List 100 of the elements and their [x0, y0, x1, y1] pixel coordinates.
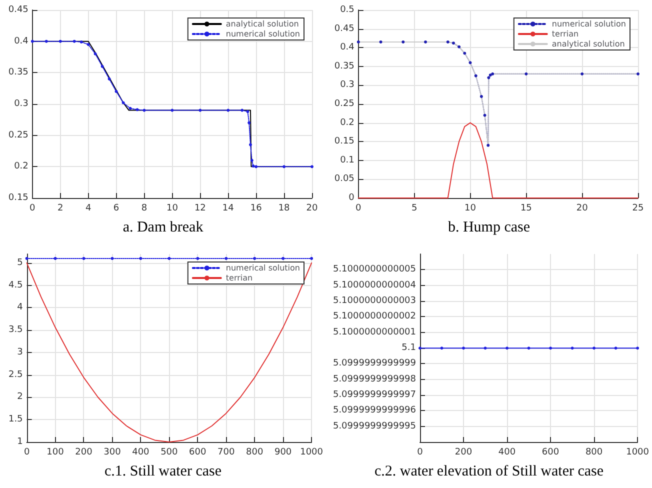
point — [487, 76, 490, 80]
point — [483, 114, 486, 117]
x-tick-label: 700 — [218, 448, 235, 458]
y-tick-label: 1 — [17, 437, 23, 447]
x-tick-label: 600 — [542, 448, 560, 458]
legend-label: analytical solution — [226, 20, 299, 28]
point — [248, 121, 251, 124]
x-tick-label: 25 — [632, 204, 644, 214]
x-tick-label: 0 — [356, 204, 362, 214]
y-tick-label: 0.15 — [334, 136, 354, 147]
y-tick-label: 0.3 — [14, 99, 28, 109]
y-tick-label: 5.0999999999998 — [332, 374, 416, 384]
point — [524, 72, 528, 76]
x-tick-label: 800 — [246, 448, 264, 458]
y-tick-label: 1.5 — [8, 414, 23, 425]
point — [488, 74, 492, 77]
y-tick-label: 4 — [17, 302, 24, 313]
point — [486, 144, 490, 147]
y-tick-label: 0.5 — [340, 5, 354, 15]
x-tick-label: 100 — [46, 448, 64, 458]
x-tick-label: 600 — [189, 448, 207, 458]
y-tick-label: 0.3 — [340, 80, 354, 90]
legend-label: numerical solution — [226, 30, 300, 38]
point — [252, 164, 255, 168]
y-tick-label: 5 — [17, 258, 23, 268]
y-tick-label: 0.2 — [14, 162, 28, 172]
x-tick-label: 1000 — [300, 448, 324, 458]
point — [240, 108, 244, 112]
legend-label: numerical solution — [552, 20, 626, 28]
y-tick-label: 5.1000000000004 — [332, 280, 416, 290]
x-tick-label: 400 — [498, 448, 516, 458]
point — [402, 40, 405, 44]
point — [136, 108, 139, 112]
legend-label: terrian — [226, 274, 253, 282]
x-tick-label: 900 — [274, 448, 292, 458]
x-tick-label: 2 — [57, 204, 64, 214]
x-tick-label: 200 — [75, 448, 93, 458]
point — [94, 52, 97, 56]
point — [142, 108, 146, 112]
legend-label: analytical solution — [552, 40, 625, 48]
point — [491, 72, 494, 76]
text: c.1. Still water case — [104, 464, 222, 480]
point — [468, 61, 472, 64]
y-tick-label: 2.5 — [8, 370, 23, 380]
y-tick-label: 3.5 — [8, 325, 23, 336]
y-tick-label: 0.35 — [334, 61, 354, 72]
legend-label: numerical solution — [226, 264, 300, 272]
x-tick-label: 14 — [222, 204, 234, 214]
y-tick-label: 5.1000000000002 — [332, 312, 416, 322]
point — [480, 94, 483, 98]
y-tick-label: 0.45 — [334, 24, 354, 34]
y-tick-label: 0.45 — [8, 5, 28, 15]
y-tick-label: 5.0999999999999 — [332, 358, 416, 369]
y-tick-label: 5.1000000000003 — [332, 296, 416, 306]
x-tick-label: 800 — [585, 448, 603, 458]
point — [250, 158, 254, 162]
point — [452, 42, 455, 45]
y-tick-label: 0.4 — [340, 42, 355, 53]
y-tick-label: 0.25 — [8, 130, 28, 140]
y-tick-label: 5.1000000000001 — [332, 327, 416, 338]
point — [80, 40, 83, 44]
text: a. Dam break — [122, 220, 204, 236]
point — [122, 101, 125, 104]
point — [446, 40, 450, 44]
point — [86, 42, 90, 46]
text: b. Hump case — [448, 220, 530, 236]
point — [458, 45, 461, 48]
x-tick-label: 18 — [278, 204, 290, 214]
x-tick-label: 10 — [464, 204, 476, 214]
point — [108, 77, 111, 80]
y-tick-label: 0.25 — [334, 99, 354, 109]
point — [58, 40, 62, 43]
point — [424, 40, 428, 44]
y-tick-label: 5.1000000000005 — [332, 264, 416, 275]
x-tick-label: 6 — [113, 204, 120, 214]
point — [254, 165, 258, 168]
x-tick-label: 200 — [454, 448, 472, 458]
point — [128, 106, 132, 110]
point — [636, 72, 640, 76]
point — [282, 165, 286, 168]
point — [248, 143, 252, 146]
y-tick-label: 4.5 — [8, 280, 23, 290]
y-tick-label: 5.0999999999995 — [332, 421, 416, 432]
point — [100, 64, 104, 68]
x-tick-label: 20 — [576, 204, 588, 214]
y-tick-label: 3 — [17, 347, 23, 358]
x-tick-label: 1000 — [626, 448, 650, 458]
y-tick-label: 0.1 — [340, 155, 354, 166]
point — [246, 110, 250, 114]
y-tick-label: 0.35 — [8, 68, 28, 78]
y-tick-label: 0.4 — [14, 36, 29, 46]
x-tick-label: 400 — [132, 448, 150, 458]
x-tick-label: 0 — [417, 448, 424, 458]
x-tick-label: 10 — [166, 204, 178, 214]
x-tick-label: 500 — [160, 448, 178, 458]
point — [30, 40, 34, 43]
y-tick-label: 0 — [348, 193, 355, 203]
x-tick-label: 20 — [306, 204, 318, 214]
y-tick-label: 0.15 — [8, 193, 28, 203]
x-tick-label: 15 — [520, 204, 532, 214]
